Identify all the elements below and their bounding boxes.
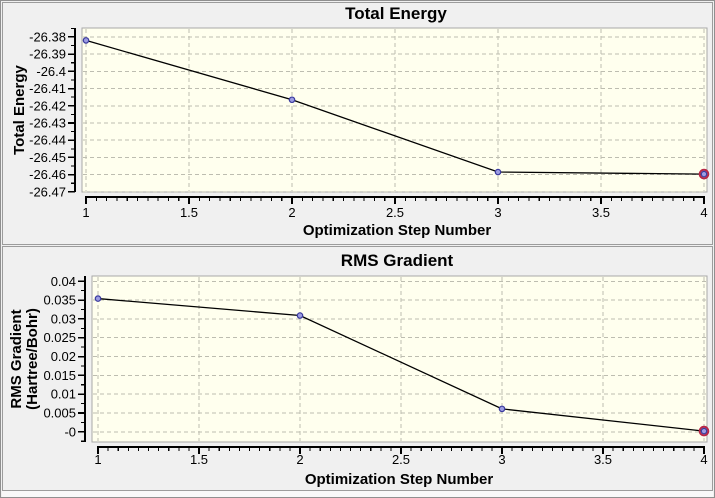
x-tick-label: 3: [498, 452, 505, 467]
y-tick-label: 0.025: [43, 330, 76, 345]
y-tick-label: -26.39: [29, 47, 66, 62]
y-tick-label: -26.43: [29, 115, 66, 130]
total-energy-x-axis-title: Optimization Step Number: [303, 222, 492, 239]
rms-gradient-chart: 0.04 0.035 0.03 0.025 0.02 0.015 0.01 0.005 -0 1 1…: [8, 251, 710, 488]
total-energy-series-line: [85, 39, 705, 175]
data-point[interactable]: [700, 170, 708, 178]
y-tick-label: 0.035: [43, 293, 76, 308]
data-point[interactable]: [82, 37, 90, 44]
selected-point-ring: [698, 168, 710, 180]
y-tick-label: -26.38: [29, 29, 66, 44]
data-point[interactable]: [498, 405, 506, 413]
data-point[interactable]: [494, 168, 502, 176]
total-energy-title: Total Energy: [345, 4, 447, 23]
y-tick-label: 0.01: [51, 387, 76, 402]
rms-gradient-y-axis-title: RMS Gradient(Hartree/Bohr): [8, 308, 41, 410]
y-tick-label: -26.4: [36, 64, 66, 79]
x-tick-label: 3.5: [594, 452, 612, 467]
rms-gradient-series-line: [97, 297, 705, 432]
y-tick-label: -26.41: [29, 81, 66, 96]
selected-point-ring: [698, 425, 710, 437]
data-point[interactable]: [288, 96, 296, 104]
y-tick-label: -26.45: [29, 150, 66, 165]
bottom-strip: [2, 491, 713, 497]
x-tick-label: 1: [82, 205, 89, 220]
x-tick-label: 2: [288, 205, 295, 220]
data-point[interactable]: [94, 295, 102, 302]
y-tick-label: 0.02: [51, 349, 76, 364]
x-tick-label: 2: [296, 452, 303, 467]
data-point[interactable]: [700, 427, 708, 435]
y-tick-label: 0.015: [43, 368, 76, 383]
y-tick-label: -26.44: [29, 133, 66, 148]
y-tick-label: -0: [64, 424, 76, 439]
x-tick-label: 1.5: [180, 205, 198, 220]
rms-gradient-plot-area: [91, 275, 708, 443]
x-tick-label: 3.5: [592, 205, 610, 220]
total-energy-chart: -26.38 -26.39 -26.4 -26.41 -26.42 -26.43 -26.4…: [11, 4, 710, 239]
x-tick-label: 4: [700, 205, 707, 220]
y-tick-label: -26.42: [29, 98, 66, 113]
x-tick-label: 1: [94, 452, 101, 467]
rms-gradient-title: RMS Gradient: [341, 251, 454, 270]
x-tick-label: 2.5: [386, 205, 404, 220]
x-tick-label: 1.5: [190, 452, 208, 467]
total-energy-y-axis-title: Total Energy: [11, 64, 28, 154]
y-tick-label: 0.04: [51, 274, 76, 289]
x-tick-label: 3: [494, 205, 501, 220]
y-tick-label: 0.005: [43, 406, 76, 421]
y-tick-label: -26.46: [29, 167, 66, 182]
rms-gradient-x-axis-title: Optimization Step Number: [305, 471, 494, 488]
x-tick-label: 4: [700, 452, 707, 467]
data-point[interactable]: [296, 312, 304, 319]
y-tick-label: -26.47: [29, 184, 66, 199]
y-tick-label: 0.03: [51, 311, 76, 326]
x-tick-label: 2.5: [392, 452, 410, 467]
